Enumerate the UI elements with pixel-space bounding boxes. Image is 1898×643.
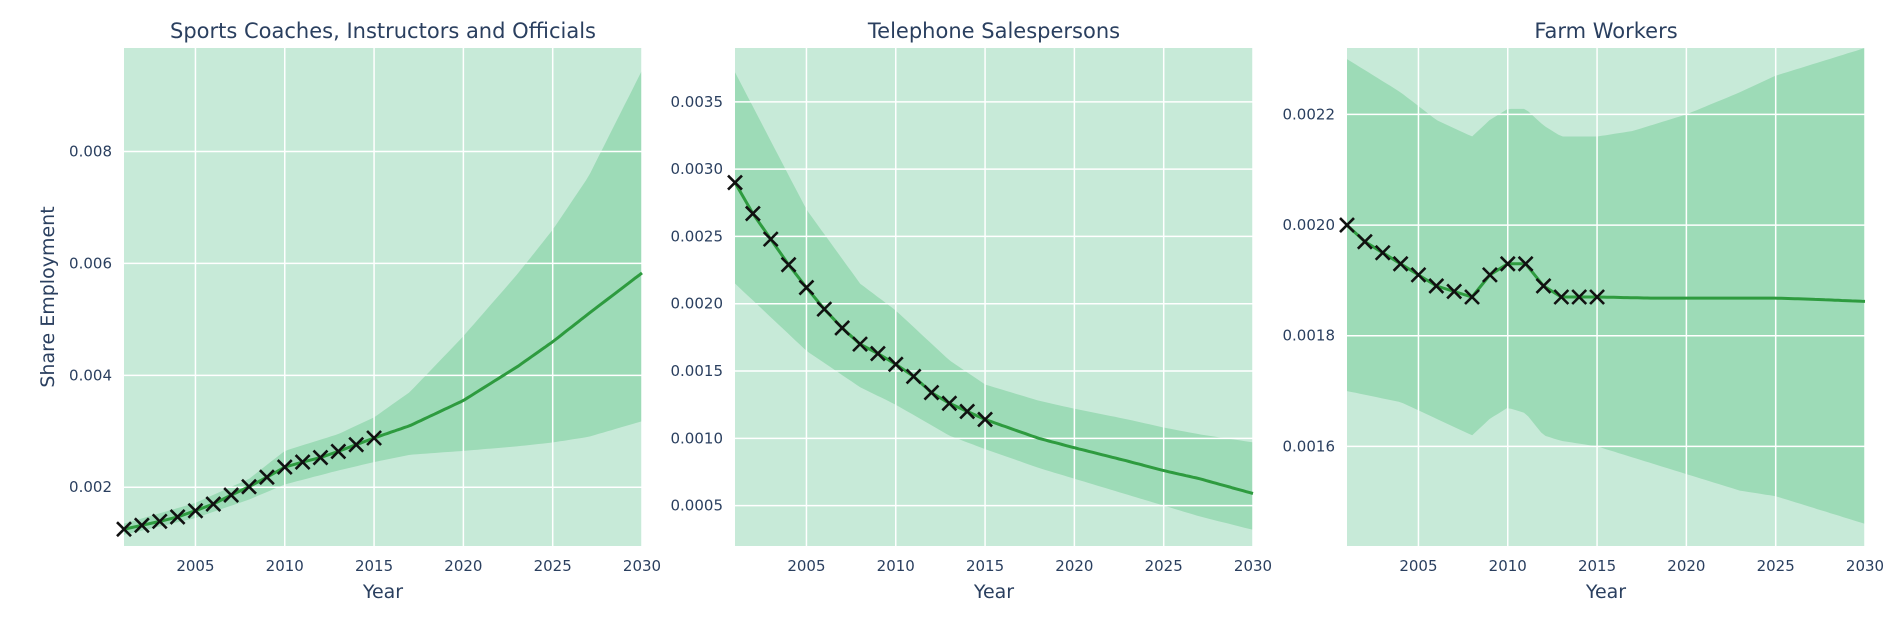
x-tick-label: 2020 <box>1667 557 1705 575</box>
x-tick-label: 2015 <box>1578 557 1616 575</box>
observed-point <box>852 336 868 353</box>
y-tick-label: 0.0010 <box>671 429 724 447</box>
observed-point <box>1428 278 1445 294</box>
x-tick-label: 2020 <box>1055 557 1093 575</box>
observed-point <box>941 395 958 412</box>
x-tick-label: 2025 <box>1757 557 1795 575</box>
y-axis-label: Share Employment <box>37 206 59 387</box>
x-tick-label: 2030 <box>1846 557 1884 575</box>
y-tick-label: 0.0035 <box>671 93 724 111</box>
observed-point <box>1517 255 1534 272</box>
x-tick-label: 2010 <box>877 557 915 575</box>
forecast-line <box>373 271 643 440</box>
y-tick-label: 0.0016 <box>1283 437 1336 455</box>
x-tick-label: 2010 <box>266 557 304 575</box>
observed-point <box>258 469 275 486</box>
observed-point <box>312 449 329 466</box>
observed-point <box>1535 278 1552 294</box>
observed-point <box>959 403 976 420</box>
y-tick-label: 0.0020 <box>671 295 724 313</box>
y-tick-label: 0.0022 <box>1283 105 1336 123</box>
observed-point <box>869 345 886 362</box>
observed-point <box>294 454 311 470</box>
observed-point <box>977 411 993 428</box>
observed-point <box>727 174 743 191</box>
x-tick-label: 2015 <box>355 557 393 575</box>
x-axis-label: Year <box>1585 581 1626 603</box>
observed-point <box>205 496 222 512</box>
observed-point <box>330 443 347 460</box>
observed-point <box>923 384 940 401</box>
observed-point <box>169 508 186 525</box>
observed-point <box>1356 233 1373 250</box>
observed-point <box>1553 289 1570 305</box>
observed-point <box>1464 289 1480 305</box>
y-tick-label: 0.0030 <box>671 160 724 178</box>
observed-point <box>241 478 257 495</box>
observed-point <box>1571 289 1588 305</box>
chart-panel-2: 2005 2010 2015 2020 2025 2030 0.0005 0.0010 0.00… <box>671 19 1273 603</box>
y-tick-label: 0.002 <box>69 478 112 496</box>
y-tick-label: 0.0018 <box>1283 327 1336 345</box>
y-tick-label: 0.0025 <box>671 227 724 245</box>
x-tick-label: 2020 <box>444 557 482 575</box>
chart-panel-1: 2005 2010 2015 2020 2025 2030 0.002 0.004 0.006 0… <box>37 19 661 603</box>
observed-point <box>1392 255 1409 272</box>
y-tick-label: 0.006 <box>69 254 112 272</box>
chart-panel-3: 2005 2010 2015 2020 2025 2030 0.0016 0.0018 0.00… <box>1283 19 1885 603</box>
observed-point <box>1374 244 1391 261</box>
y-tick-label: 0.008 <box>69 143 112 161</box>
x-tick-label: 2030 <box>1234 557 1272 575</box>
observed-point <box>1499 255 1516 272</box>
observed-point <box>187 502 204 519</box>
observed-point <box>276 459 293 476</box>
x-tick-label: 2025 <box>534 557 572 575</box>
y-tick-label: 0.004 <box>69 366 112 384</box>
observed-point <box>1589 289 1605 305</box>
chart-title: Telephone Salespersons <box>867 19 1120 43</box>
observed-point <box>348 436 365 453</box>
x-tick-label: 2030 <box>623 557 661 575</box>
x-tick-label: 2005 <box>787 557 825 575</box>
x-axis-label: Year <box>973 581 1014 603</box>
y-tick-label: 0.0005 <box>671 497 724 515</box>
confidence-band <box>1347 48 1865 524</box>
observed-point <box>816 301 833 318</box>
confidence-band <box>124 70 642 535</box>
forecast-line <box>1597 295 1866 303</box>
observed-point <box>133 517 150 534</box>
observed-point <box>905 368 922 385</box>
observed-point <box>116 521 132 538</box>
x-tick-label: 2025 <box>1145 557 1183 575</box>
observed-point <box>834 320 851 336</box>
observed-point <box>1410 266 1427 283</box>
observed-point <box>223 487 240 504</box>
observed-point <box>151 513 168 530</box>
observed-point <box>762 231 779 248</box>
forecast-line <box>984 418 1254 495</box>
observed-point <box>1446 283 1463 300</box>
observed-point <box>887 356 904 373</box>
observed-point <box>744 205 761 222</box>
x-tick-label: 2015 <box>966 557 1004 575</box>
chart-title: Sports Coaches, Instructors and Official… <box>170 19 596 43</box>
observed-point <box>798 279 815 296</box>
y-tick-label: 0.0015 <box>671 362 724 380</box>
x-axis-label: Year <box>362 581 403 603</box>
observed-point <box>1339 217 1355 233</box>
chart-title: Farm Workers <box>1534 19 1677 43</box>
x-tick-label: 2010 <box>1489 557 1527 575</box>
x-tick-label: 2005 <box>1399 557 1437 575</box>
observed-point <box>780 256 797 273</box>
x-tick-label: 2005 <box>176 557 214 575</box>
observed-point <box>1481 266 1498 283</box>
y-tick-label: 0.0020 <box>1283 216 1336 234</box>
observed-point <box>366 430 382 446</box>
